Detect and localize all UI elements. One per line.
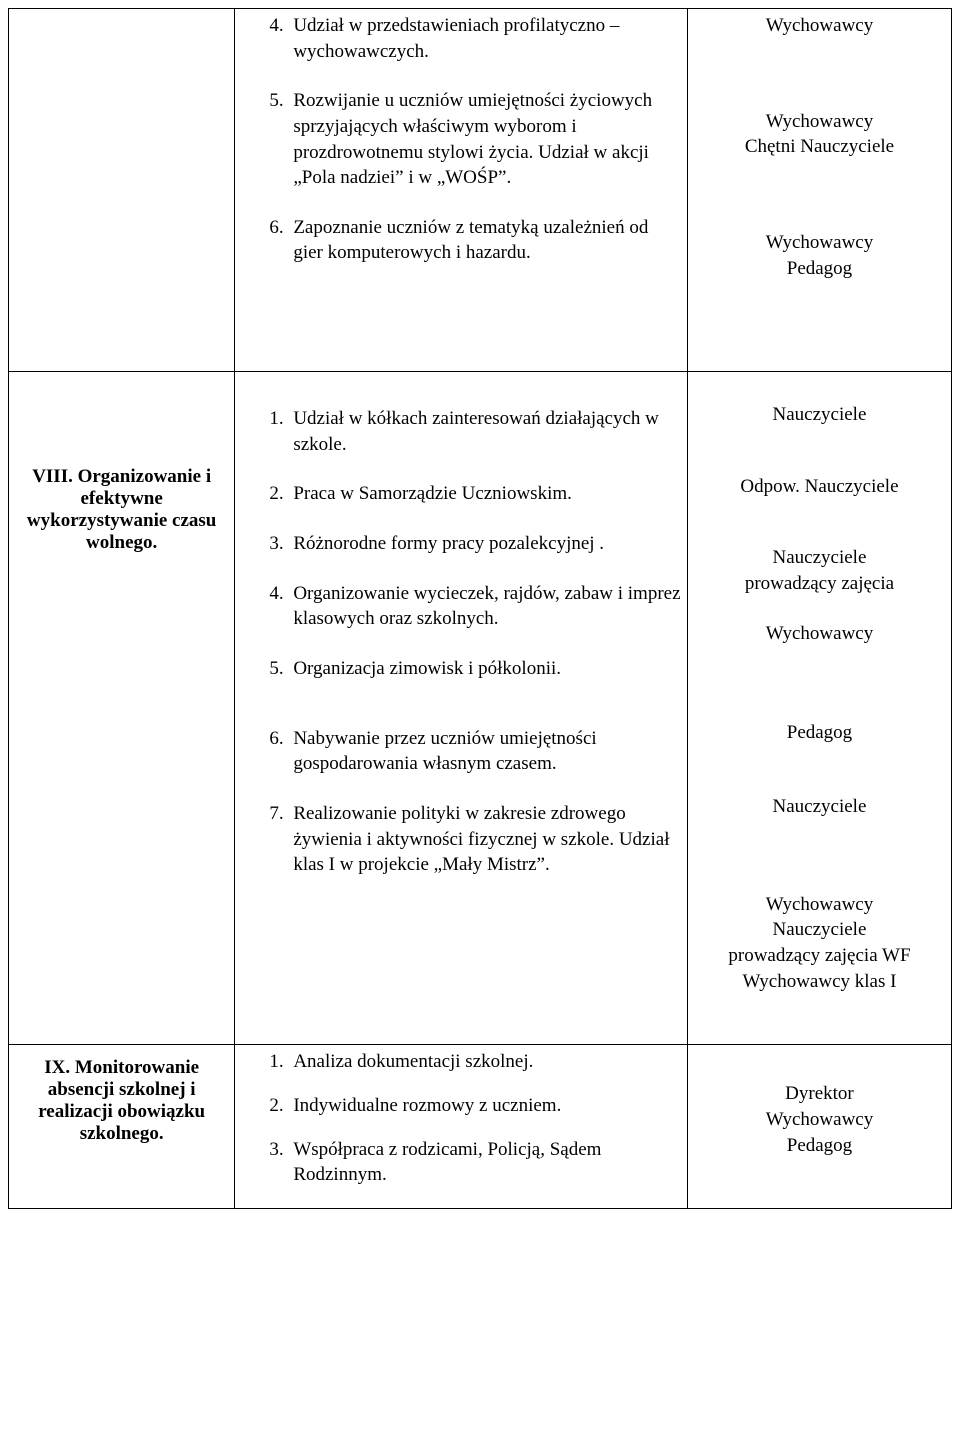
section-title: IX. Monitorowanie absencji szkolnej i re… — [15, 1049, 228, 1145]
item-text: Realizowanie polityki w zakresie zdroweg… — [293, 803, 669, 875]
responsible-text: Nauczyciele — [694, 545, 945, 571]
responsible-text: Wychowawcy klas I — [694, 969, 945, 995]
item-text: Indywidualne rozmowy z uczniem. — [293, 1095, 561, 1116]
table-row: 4. Udział w przedstawieniach profilatycz… — [9, 9, 952, 372]
responsible-text: Odpow. Nauczyciele — [694, 474, 945, 500]
section-cell: VIII. Organizowanie i efektywne wykorzys… — [9, 372, 235, 1045]
responsible-group: Nauczyciele prowadzący zajęcia — [694, 545, 945, 596]
item-text: Praca w Samorządzie Uczniowskim. — [293, 483, 572, 504]
item-text: Analiza dokumentacji szkolnej. — [293, 1051, 533, 1072]
item-text: Zapoznanie uczniów z tematyką uzależnień… — [293, 217, 648, 264]
responsible-group: Wychowawcy Nauczyciele prowadzący zajęci… — [694, 892, 945, 995]
responsible-group: Nauczyciele — [694, 794, 945, 820]
list-item: 7. Realizowanie polityki w zakresie zdro… — [269, 801, 681, 878]
responsible-text: Pedagog — [694, 256, 945, 282]
responsible-text: Wychowawcy — [694, 621, 945, 647]
responsible-text: Nauczyciele — [694, 794, 945, 820]
responsible-text: prowadzący zajęcia — [694, 571, 945, 597]
table-row: IX. Monitorowanie absencji szkolnej i re… — [9, 1045, 952, 1209]
item-number: 1. — [269, 1049, 283, 1075]
item-list: 1. Analiza dokumentacji szkolnej. 2. Ind… — [241, 1049, 681, 1188]
responsible-text: Chętni Nauczyciele — [694, 134, 945, 160]
responsible-group: Pedagog — [694, 720, 945, 746]
responsible-text: Pedagog — [694, 1133, 945, 1159]
section-title: VIII. Organizowanie i efektywne wykorzys… — [15, 376, 228, 554]
list-item: 5. Organizacja zimowisk i półkolonii. — [269, 656, 681, 682]
items-cell: 1. Analiza dokumentacji szkolnej. 2. Ind… — [235, 1045, 688, 1209]
list-item: 3. Różnorodne formy pracy pozalekcyjnej … — [269, 531, 681, 557]
responsible-text: prowadzący zajęcia WF — [694, 943, 945, 969]
list-item: 5. Rozwijanie u uczniów umiejętności życ… — [269, 88, 681, 191]
item-text: Współpraca z rodzicami, Policją, Sądem R… — [293, 1139, 601, 1186]
list-item: 1. Analiza dokumentacji szkolnej. — [269, 1049, 681, 1075]
items-cell: 1. Udział w kółkach zainteresowań działa… — [235, 372, 688, 1045]
item-text: Organizacja zimowisk i półkolonii. — [293, 658, 561, 679]
responsible-text: Wychowawcy — [694, 13, 945, 39]
item-number: 4. — [269, 13, 283, 39]
responsible-group: Wychowawcy Pedagog — [694, 230, 945, 281]
responsible-text: Wychowawcy — [694, 892, 945, 918]
list-item: 6. Zapoznanie uczniów z tematyką uzależn… — [269, 215, 681, 266]
item-number: 4. — [269, 581, 283, 607]
item-number: 7. — [269, 801, 283, 827]
responsible-group: Wychowawcy — [694, 13, 945, 39]
list-item: 4. Organizowanie wycieczek, rajdów, zaba… — [269, 581, 681, 632]
table-row: VIII. Organizowanie i efektywne wykorzys… — [9, 372, 952, 1045]
responsible-group: Odpow. Nauczyciele — [694, 474, 945, 500]
responsible-cell: Dyrektor Wychowawcy Pedagog — [687, 1045, 951, 1209]
list-item: 3. Współpraca z rodzicami, Policją, Sąde… — [269, 1137, 681, 1188]
item-text: Udział w kółkach zainteresowań działając… — [293, 408, 659, 455]
item-number: 5. — [269, 88, 283, 114]
item-text: Rozwijanie u uczniów umiejętności życiow… — [293, 90, 652, 188]
list-item: 6. Nabywanie przez uczniów umiejętności … — [269, 726, 681, 777]
item-text: Udział w przedstawieniach profilatyczno … — [293, 15, 619, 62]
document-table: 4. Udział w przedstawieniach profilatycz… — [8, 8, 952, 1209]
responsible-text: Pedagog — [694, 720, 945, 746]
item-text: Organizowanie wycieczek, rajdów, zabaw i… — [293, 583, 680, 630]
item-number: 2. — [269, 1093, 283, 1119]
item-text: Nabywanie przez uczniów umiejętności gos… — [293, 728, 596, 775]
item-list: 4. Udział w przedstawieniach profilatycz… — [241, 13, 681, 266]
item-number: 1. — [269, 406, 283, 432]
responsible-group: Wychowawcy Chętni Nauczyciele — [694, 109, 945, 160]
responsible-cell: Wychowawcy Wychowawcy Chętni Nauczyciele… — [687, 9, 951, 372]
section-cell — [9, 9, 235, 372]
responsible-text: Nauczyciele — [694, 402, 945, 428]
item-list: 1. Udział w kółkach zainteresowań działa… — [241, 376, 681, 878]
responsible-text: Wychowawcy — [694, 109, 945, 135]
responsible-text: Dyrektor — [694, 1081, 945, 1107]
list-item: 1. Udział w kółkach zainteresowań działa… — [269, 406, 681, 457]
responsible-text: Wychowawcy — [694, 230, 945, 256]
responsible-group: Dyrektor Wychowawcy Pedagog — [694, 1081, 945, 1158]
responsible-text: Nauczyciele — [694, 917, 945, 943]
item-number: 6. — [269, 215, 283, 241]
item-number: 2. — [269, 481, 283, 507]
list-item: 4. Udział w przedstawieniach profilatycz… — [269, 13, 681, 64]
item-text: Różnorodne formy pracy pozalekcyjnej . — [293, 533, 604, 554]
section-cell: IX. Monitorowanie absencji szkolnej i re… — [9, 1045, 235, 1209]
items-cell: 4. Udział w przedstawieniach profilatycz… — [235, 9, 688, 372]
responsible-cell: Nauczyciele Odpow. Nauczyciele Nauczycie… — [687, 372, 951, 1045]
responsible-group: Nauczyciele — [694, 402, 945, 428]
list-item: 2. Indywidualne rozmowy z uczniem. — [269, 1093, 681, 1119]
list-item: 2. Praca w Samorządzie Uczniowskim. — [269, 481, 681, 507]
responsible-text: Wychowawcy — [694, 1107, 945, 1133]
item-number: 3. — [269, 1137, 283, 1163]
responsible-group: Wychowawcy — [694, 621, 945, 647]
item-number: 3. — [269, 531, 283, 557]
item-number: 5. — [269, 656, 283, 682]
item-number: 6. — [269, 726, 283, 752]
